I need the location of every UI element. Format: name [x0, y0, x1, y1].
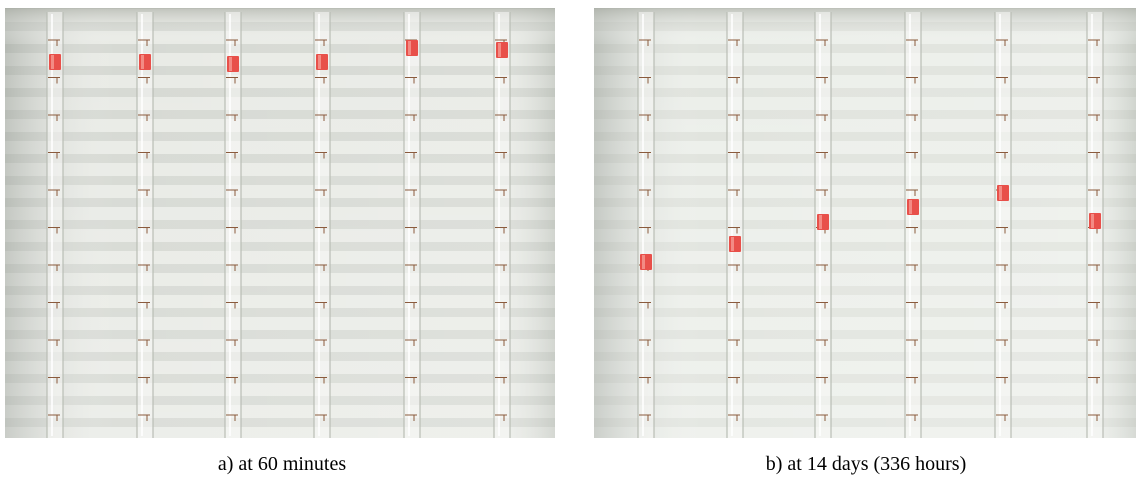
- red-plug-shine: [731, 237, 734, 251]
- red-plug: [496, 42, 508, 58]
- red-plug: [997, 185, 1009, 201]
- red-plug-shine: [819, 215, 822, 229]
- tube: [905, 12, 921, 438]
- red-plug: [817, 214, 829, 230]
- red-plug: [406, 40, 418, 56]
- tube: [638, 12, 654, 438]
- tube: [727, 12, 743, 438]
- tube: [225, 12, 241, 438]
- tube: [137, 12, 153, 438]
- red-plug-shine: [1091, 214, 1094, 228]
- red-plug-shine: [909, 200, 912, 214]
- tube: [404, 12, 420, 438]
- red-plug-shine: [229, 57, 232, 71]
- red-plug-shine: [999, 186, 1002, 200]
- red-plug: [729, 236, 741, 252]
- red-plug: [1089, 213, 1101, 229]
- red-plug: [139, 54, 151, 70]
- tube: [314, 12, 330, 438]
- red-plug: [316, 54, 328, 70]
- red-plug-shine: [408, 41, 411, 55]
- red-plug: [49, 54, 61, 70]
- tube: [494, 12, 510, 438]
- red-plug: [640, 254, 652, 270]
- tube: [995, 12, 1011, 438]
- photo-b: [594, 8, 1136, 438]
- red-plug-shine: [141, 55, 144, 69]
- red-plug: [227, 56, 239, 72]
- red-plug-shine: [642, 255, 645, 269]
- caption: a) at 60 minutes: [218, 453, 347, 475]
- red-plug-shine: [318, 55, 321, 69]
- photo-a: [5, 8, 555, 438]
- caption: b) at 14 days (336 hours): [766, 453, 967, 475]
- tubes: [46, 12, 1104, 438]
- tube: [47, 12, 63, 438]
- red-plug: [907, 199, 919, 215]
- red-plug-shine: [498, 43, 501, 57]
- red-plug-shine: [51, 55, 54, 69]
